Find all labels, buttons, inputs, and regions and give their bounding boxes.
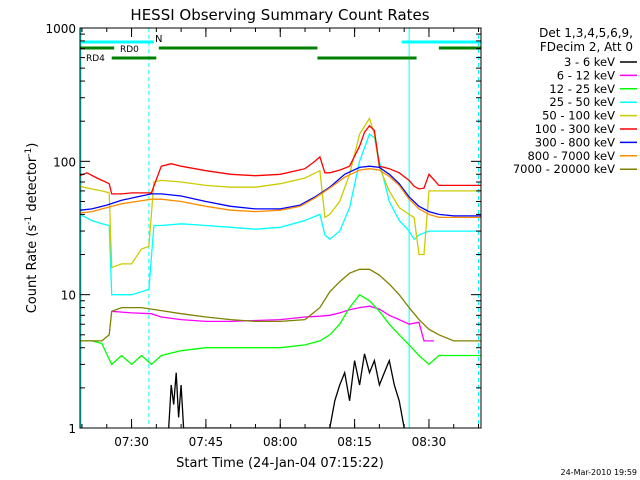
series-line-7 (80, 168, 481, 219)
flag-label-n: N (155, 34, 162, 45)
y-axis-label: Count Rate (s-1 detector-1) (24, 143, 40, 314)
legend-label-6: 300 - 800 keV (535, 135, 615, 149)
legend-header-2: FDecim 2, Att 0 (540, 40, 633, 54)
x-tick-label: 08:30 (412, 435, 447, 449)
legend-label-8: 7000 - 20000 keV (513, 162, 615, 176)
y-tick-label: 1 (68, 422, 76, 436)
y-axis: 1 10 100 1000 (45, 22, 481, 436)
legend-label-0: 3 - 6 keV (564, 55, 615, 69)
attenuator-markers (80, 28, 480, 428)
y-tick-label: 1000 (45, 22, 76, 36)
flag-label-rd0: RD0 (120, 45, 139, 55)
x-axis-label: Start Time (24-Jan-04 07:15:22) (176, 456, 384, 471)
timestamp: 24-Mar-2010 19:59 (561, 468, 638, 477)
y-tick-label: 100 (53, 155, 76, 169)
legend-header-1: Det 1,3,4,5,6,9, (539, 26, 633, 40)
legend: Det 1,3,4,5,6,9, FDecim 2, Att 0 3 - 6 k… (513, 26, 637, 176)
plot-frame (79, 27, 482, 429)
plot-area (79, 27, 482, 429)
series-line-2 (80, 293, 481, 366)
y-axis-label-sup1: -1 (24, 216, 34, 225)
x-tick-label: 07:30 (114, 435, 149, 449)
flag-label-rd4: RD4 (86, 54, 105, 64)
x-axis: 07:30 07:45 08:00 08:15 08:30 (81, 28, 480, 449)
y-axis-label-mid: detector (25, 156, 40, 216)
legend-label-2: 12 - 25 keV (549, 82, 615, 96)
legend-label-1: 6 - 12 keV (557, 68, 615, 82)
series-layer (80, 116, 481, 428)
y-tick-label: 10 (61, 289, 76, 303)
legend-label-4: 50 - 100 keV (542, 109, 615, 123)
legend-label-5: 100 - 300 keV (535, 122, 615, 136)
series-line-3 (80, 133, 481, 296)
series-line-1 (111, 305, 434, 342)
series-line-6 (80, 165, 481, 217)
state-flags (80, 40, 481, 60)
series-line-4 (80, 116, 481, 269)
x-tick-label: 08:00 (263, 435, 298, 449)
series-line-0 (168, 353, 405, 428)
x-tick-label: 07:45 (189, 435, 224, 449)
chart-title: HESSI Observing Summary Count Rates (130, 6, 429, 24)
legend-label-3: 25 - 50 keV (549, 95, 615, 109)
y-axis-label-sup2: -1 (24, 148, 34, 157)
y-axis-label-end: ) (25, 143, 40, 148)
x-tick-label: 08:15 (337, 435, 372, 449)
legend-label-7: 800 - 7000 keV (527, 149, 615, 163)
y-axis-label-main: Count Rate (s (25, 225, 40, 314)
series-line-5 (80, 124, 481, 195)
series-line-8 (80, 268, 481, 342)
